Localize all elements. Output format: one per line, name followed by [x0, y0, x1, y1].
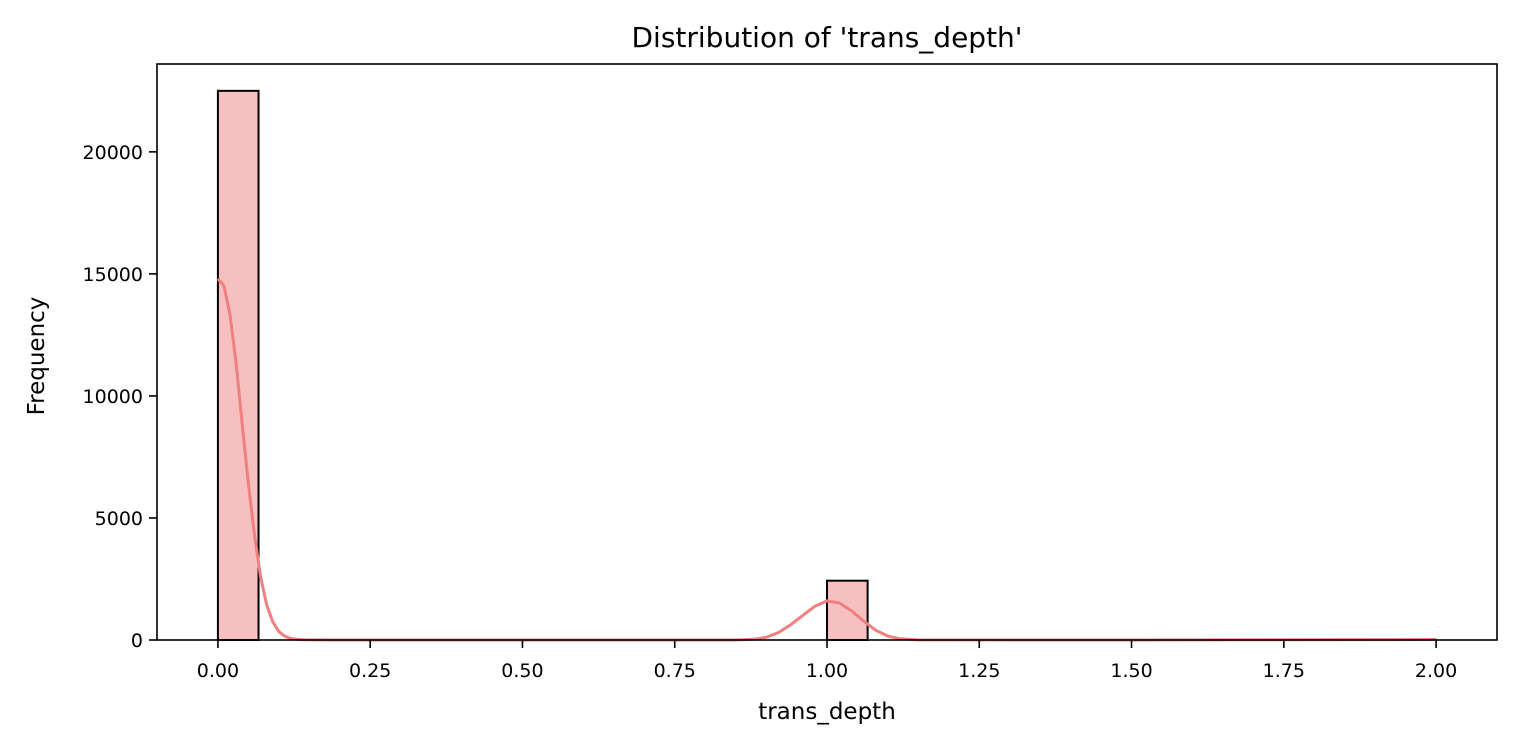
x-tick-label-8: 2.00: [1415, 660, 1457, 682]
plot-frame: [156, 63, 1498, 641]
x-tick-label-3: 0.75: [654, 660, 696, 682]
chart-title: Distribution of 'trans_depth': [631, 21, 1022, 54]
histogram-bar-0: [216, 89, 260, 641]
y-tick-label-1: 5000: [95, 508, 143, 530]
x-tick-label-7: 1.75: [1263, 660, 1305, 682]
y-tick-label-3: 15000: [83, 264, 143, 286]
y-axis-label: Frequency: [24, 297, 50, 416]
y-tick-label-0: 0: [131, 630, 143, 652]
x-tick-label-6: 1.50: [1110, 660, 1152, 682]
x-tick-label-5: 1.25: [958, 660, 1000, 682]
x-tick-label-1: 0.25: [349, 660, 391, 682]
x-tick-label-0: 0.00: [197, 660, 239, 682]
histogram-bar-1: [826, 579, 869, 642]
x-axis-label: trans_depth: [758, 699, 896, 725]
y-tick-label-2: 10000: [83, 386, 143, 408]
y-tick-label-4: 20000: [83, 142, 143, 164]
x-tick-label-2: 0.50: [501, 660, 543, 682]
y-axis-ticks: 0 5000 10000 15000 20000: [83, 142, 157, 652]
x-axis-ticks: 0.00 0.25 0.50 0.75 1.00 1.25 1.50 1.75 2.00: [197, 640, 1457, 682]
x-tick-label-4: 1.00: [806, 660, 848, 682]
